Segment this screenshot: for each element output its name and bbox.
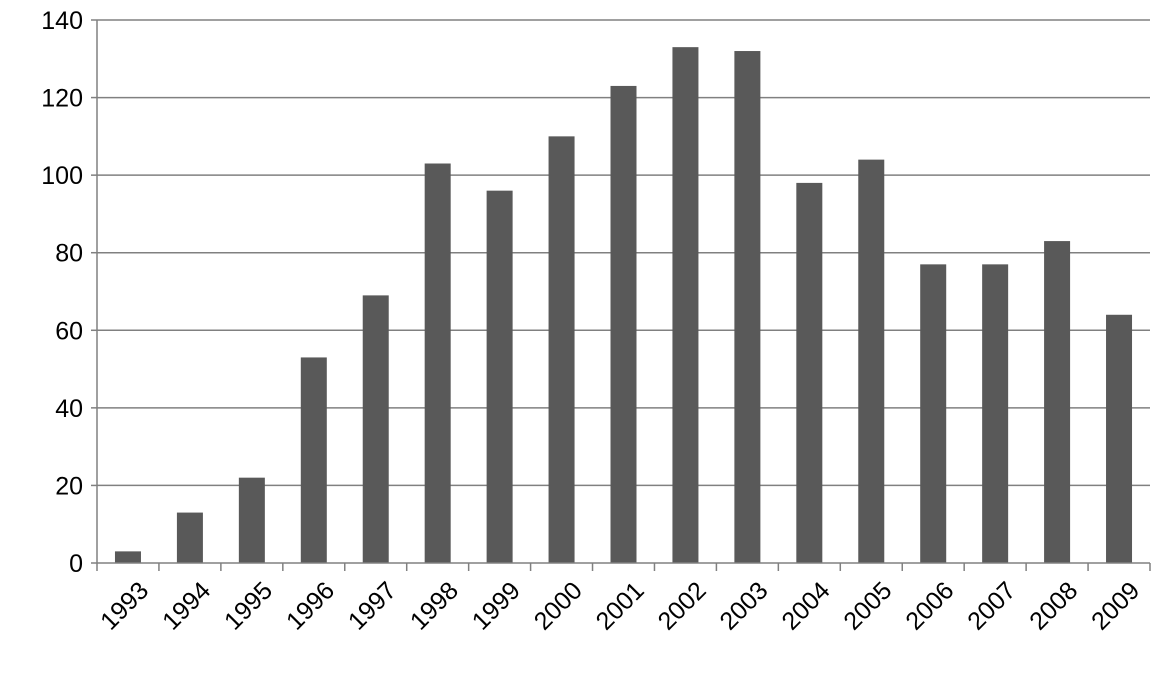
x-tick-label: 1997 xyxy=(343,576,402,635)
y-tick-label: 140 xyxy=(41,7,83,35)
bar-1995 xyxy=(238,477,265,563)
x-tick-label: 2007 xyxy=(962,576,1021,635)
bar-2006 xyxy=(920,264,947,563)
x-tick-label: 2009 xyxy=(1086,576,1145,635)
x-tick-label: 1999 xyxy=(467,576,526,635)
y-tick-label: 40 xyxy=(55,395,83,423)
y-tick-label: 20 xyxy=(55,472,83,500)
y-tick-label: 100 xyxy=(41,162,83,190)
x-tick-label: 2001 xyxy=(591,576,650,635)
x-tick-label: 2005 xyxy=(838,576,897,635)
x-tick-label: 2006 xyxy=(900,576,959,635)
x-tick-label: 2008 xyxy=(1024,576,1083,635)
x-tick-label: 2000 xyxy=(529,576,588,635)
y-tick-label: 60 xyxy=(55,317,83,345)
bar-2007 xyxy=(982,264,1009,563)
x-tick-label: 1994 xyxy=(157,576,216,635)
x-tick-label: 1996 xyxy=(281,576,340,635)
bar-1997 xyxy=(362,295,389,563)
axes xyxy=(91,19,1151,571)
y-tick-label: 80 xyxy=(55,240,83,268)
bar-1998 xyxy=(424,163,451,563)
x-tick-labels: 1993 1994 1995 1996 1997 1998 1999 2000 2001 2002… xyxy=(95,576,1145,635)
y-tick-label: 120 xyxy=(41,85,83,113)
bar-2002 xyxy=(672,47,699,563)
x-tick-label: 2003 xyxy=(714,576,773,635)
bar-1996 xyxy=(300,357,327,563)
bar-2001 xyxy=(610,85,637,563)
bar-2004 xyxy=(796,182,823,563)
bars xyxy=(114,47,1133,564)
bar-2005 xyxy=(858,159,885,563)
x-tick-label: 1995 xyxy=(219,576,278,635)
x-tick-label: 2002 xyxy=(653,576,712,635)
bar-2000 xyxy=(548,136,575,563)
bar-1994 xyxy=(176,512,203,563)
bar-1999 xyxy=(486,190,513,563)
bar-1993 xyxy=(114,551,141,563)
bar-2009 xyxy=(1106,314,1133,563)
x-tick-label: 1993 xyxy=(95,576,154,635)
x-tick-label: 1998 xyxy=(405,576,464,635)
bar-2003 xyxy=(734,51,761,564)
y-tick-label: 0 xyxy=(69,550,83,578)
x-tick-label: 2004 xyxy=(776,576,835,635)
y-tick-labels: 0 20 40 60 80 100 120 140 xyxy=(41,7,83,578)
bar-2008 xyxy=(1044,241,1071,564)
